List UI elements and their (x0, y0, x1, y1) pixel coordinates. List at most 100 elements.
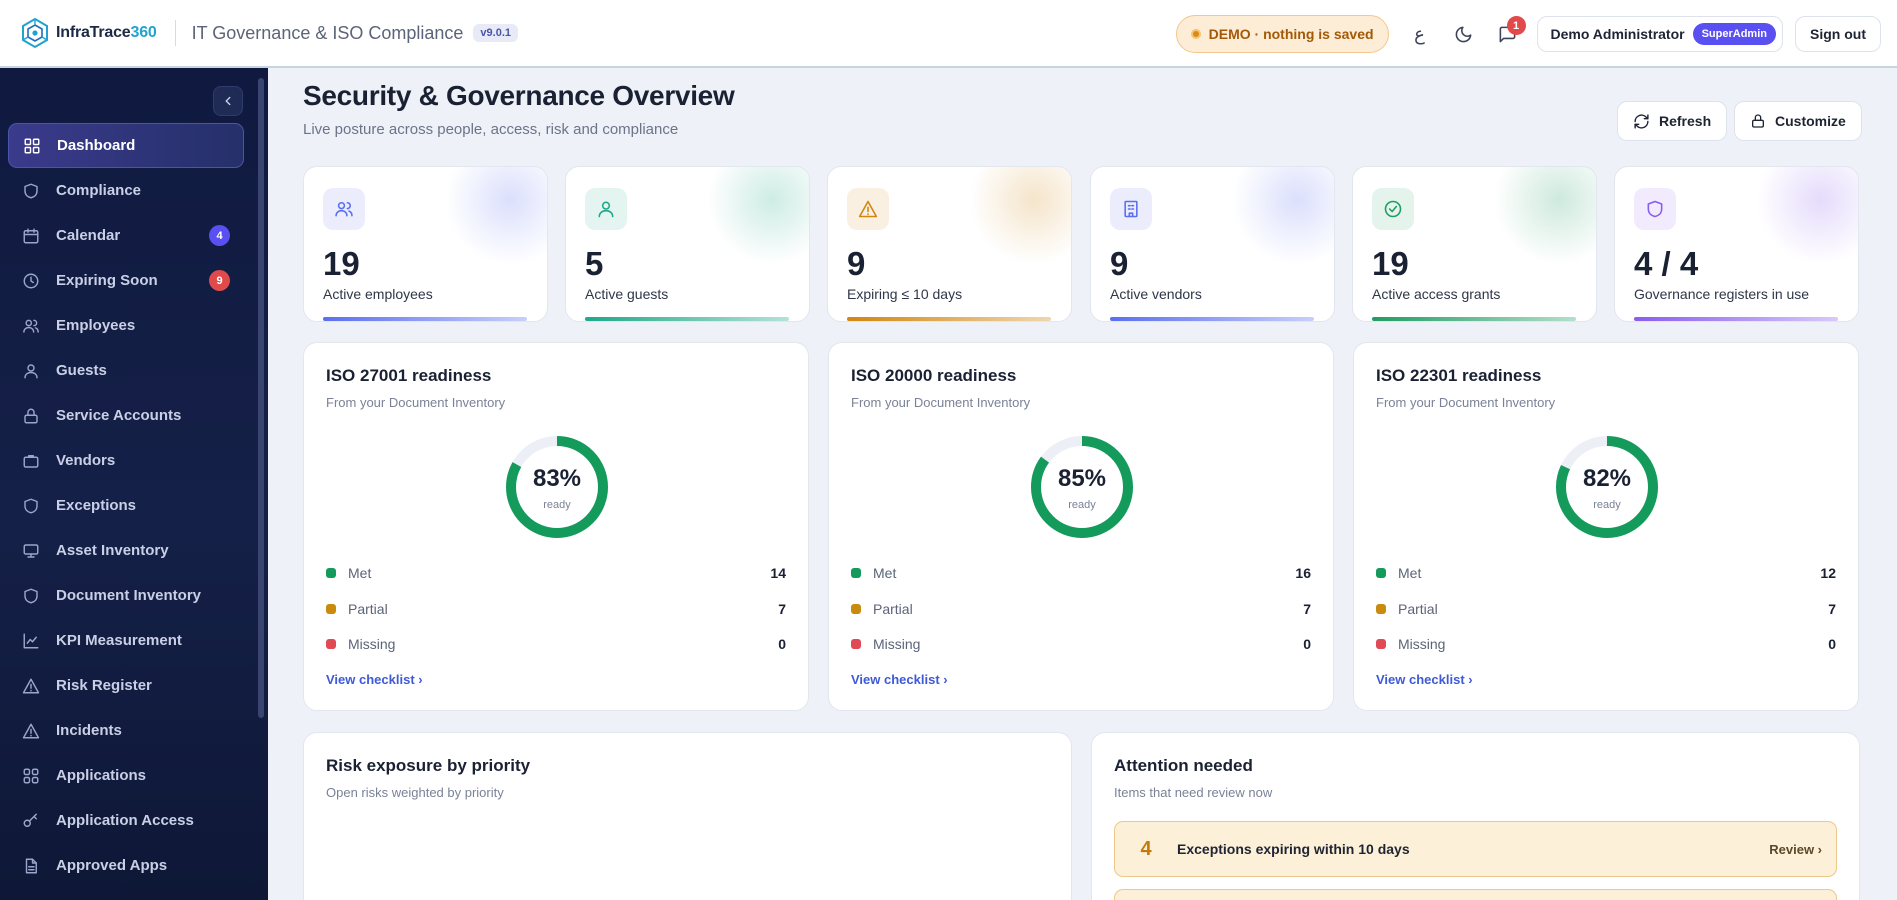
warning-icon (22, 677, 40, 695)
sidebar-item-application-access[interactable]: Application Access (8, 798, 244, 843)
refresh-icon (1633, 113, 1650, 130)
divider (175, 20, 176, 46)
sidebar-item-approved-apps[interactable]: Approved Apps (8, 843, 244, 888)
sidebar-item-exceptions[interactable]: Exceptions (8, 483, 244, 528)
sidebar-item-asset-inventory[interactable]: Asset Inventory (8, 528, 244, 573)
sidebar-item-incidents[interactable]: Incidents (8, 708, 244, 753)
user-menu[interactable]: Demo Administrator SuperAdmin (1537, 16, 1783, 52)
theme-toggle-button[interactable] (1445, 15, 1483, 53)
moon-icon (1454, 25, 1473, 44)
attention-panel: Attention needed Items that need review … (1091, 732, 1860, 900)
kpi-card[interactable]: 4 / 4 Governance registers in use (1614, 166, 1859, 322)
chart-line-icon (22, 632, 40, 650)
decorative-glow (707, 166, 810, 265)
sidebar-nav: Dashboard Compliance Calendar 4 Expiring Soo… (8, 123, 244, 888)
legend-row: Missing 0 (851, 634, 1311, 654)
kpi-card[interactable]: 5 Active guests (565, 166, 810, 322)
legend-value: 16 (1295, 565, 1311, 581)
attention-item[interactable] (1114, 889, 1837, 900)
sidebar-item-expiring-soon[interactable]: Expiring Soon 9 (8, 258, 244, 303)
card-title: ISO 20000 readiness (851, 366, 1016, 386)
role-badge: SuperAdmin (1693, 23, 1776, 45)
language-toggle-button[interactable]: ع (1401, 15, 1439, 53)
refresh-button[interactable]: Refresh (1617, 101, 1727, 141)
sidebar-item-applications[interactable]: Applications (8, 753, 244, 798)
sidebar-item-kpi-measurement[interactable]: KPI Measurement (8, 618, 244, 663)
sidebar-item-guests[interactable]: Guests (8, 348, 244, 393)
sidebar-item-compliance[interactable]: Compliance (8, 168, 244, 213)
sidebar-item-label: Expiring Soon (56, 272, 158, 289)
document-icon (22, 857, 40, 875)
shield-icon (22, 182, 40, 200)
panel-subtitle: Open risks weighted by priority (326, 785, 504, 800)
sidebar-scrollbar[interactable] (258, 78, 264, 898)
users-icon (334, 199, 354, 219)
sign-out-button[interactable]: Sign out (1795, 16, 1881, 52)
sidebar-item-label: Approved Apps (56, 857, 167, 874)
brand[interactable]: InfraTrace360 (18, 16, 157, 50)
legend-swatch (1376, 604, 1386, 614)
legend-row: Missing 0 (1376, 634, 1836, 654)
kpi-icon-box (585, 188, 627, 230)
refresh-label: Refresh (1659, 113, 1711, 129)
language-icon: ع (1414, 24, 1425, 45)
page-title: Security & Governance Overview (303, 80, 734, 112)
card-subtitle: From your Document Inventory (326, 395, 505, 410)
check-circle-icon (1383, 199, 1403, 219)
user-icon (596, 199, 616, 219)
card-subtitle: From your Document Inventory (851, 395, 1030, 410)
sidebar-item-label: Document Inventory (56, 587, 201, 604)
attention-item[interactable]: 4 Exceptions expiring within 10 days Rev… (1114, 821, 1837, 877)
messages-button[interactable]: 1 (1489, 15, 1527, 53)
demo-label: DEMO · nothing is saved (1209, 26, 1374, 42)
kpi-card[interactable]: 9 Expiring ≤ 10 days (827, 166, 1072, 322)
briefcase-icon (22, 452, 40, 470)
panel-subtitle: Items that need review now (1114, 785, 1272, 800)
kpi-card[interactable]: 9 Active vendors (1090, 166, 1335, 322)
legend-label: Met (873, 565, 1295, 581)
count-badge: 9 (209, 270, 230, 291)
kpi-icon-box (1634, 188, 1676, 230)
sidebar-item-calendar[interactable]: Calendar 4 (8, 213, 244, 258)
kpi-card[interactable]: 19 Active access grants (1352, 166, 1597, 322)
panel-title: Attention needed (1114, 756, 1253, 776)
sidebar-item-label: Guests (56, 362, 107, 379)
app-title: IT Governance & ISO Compliance (192, 23, 464, 44)
kpi-card[interactable]: 19 Active employees (303, 166, 548, 322)
sidebar-item-vendors[interactable]: Vendors (8, 438, 244, 483)
dashboard-icon (23, 137, 41, 155)
view-checklist-link[interactable]: View checklist › (851, 672, 948, 687)
sidebar-item-document-inventory[interactable]: Document Inventory (8, 573, 244, 618)
sidebar-item-employees[interactable]: Employees (8, 303, 244, 348)
view-checklist-link[interactable]: View checklist › (326, 672, 423, 687)
warning-icon (22, 722, 40, 740)
sidebar-item-service-accounts[interactable]: Service Accounts (8, 393, 244, 438)
sidebar-item-risk-register[interactable]: Risk Register (8, 663, 244, 708)
kpi-accent-bar (1372, 317, 1576, 321)
legend-swatch (326, 568, 336, 578)
decorative-glow (1494, 166, 1597, 265)
readiness-caption: ready (1030, 499, 1134, 511)
legend-value: 14 (770, 565, 786, 581)
review-link[interactable]: Review › (1769, 842, 1822, 857)
legend-swatch (851, 604, 861, 614)
legend-label: Missing (348, 636, 778, 652)
scrollbar-thumb[interactable] (258, 78, 264, 718)
legend-row: Missing 0 (326, 634, 786, 654)
legend-value: 0 (1828, 636, 1836, 652)
monitor-icon (22, 542, 40, 560)
kpi-accent-bar (1110, 317, 1314, 321)
customize-button[interactable]: Customize (1734, 101, 1862, 141)
calendar-icon (22, 227, 40, 245)
brand-name: InfraTrace360 (56, 24, 157, 42)
collapse-sidebar-button[interactable] (213, 86, 243, 116)
sidebar-item-dashboard[interactable]: Dashboard (8, 123, 244, 168)
user-name: Demo Administrator (1551, 26, 1685, 42)
legend-value: 0 (778, 636, 786, 652)
kpi-label: Active vendors (1110, 286, 1202, 302)
attention-text: Exceptions expiring within 10 days (1177, 841, 1769, 857)
view-checklist-link[interactable]: View checklist › (1376, 672, 1473, 687)
kpi-label: Active access grants (1372, 286, 1500, 302)
apps-icon (22, 767, 40, 785)
sidebar-item-label: Application Access (56, 812, 194, 829)
